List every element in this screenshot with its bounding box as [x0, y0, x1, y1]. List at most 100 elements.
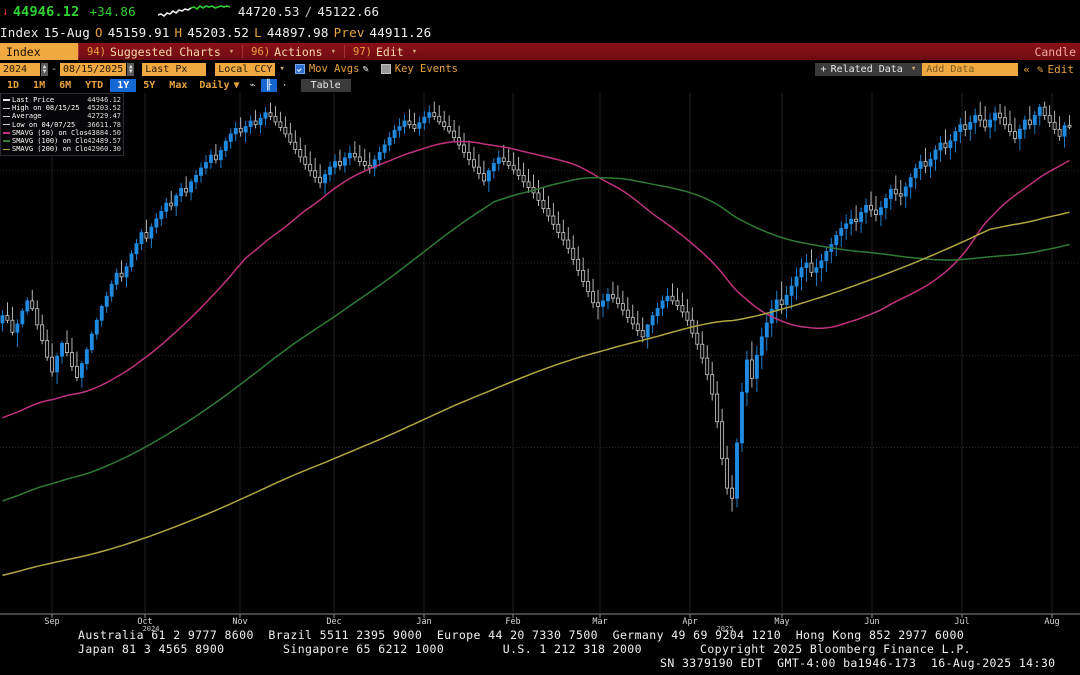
candle-body-up	[1037, 106, 1042, 116]
x-axis: Sep Oct Nov Dec Jan Feb Mar Apr May Jun Jul Aug 2024…	[0, 613, 1080, 635]
security-field[interactable]: Index	[0, 43, 78, 60]
candle-body-down	[362, 161, 367, 166]
candle-body-down	[620, 303, 625, 311]
date-from-stepper[interactable]: ▲ ▼	[41, 62, 48, 76]
candle-body-down	[5, 315, 10, 321]
pencil-icon[interactable]: ✎	[362, 63, 369, 75]
candle-body-down	[869, 204, 873, 211]
candle-body-up	[194, 175, 198, 183]
candle-body-up	[784, 294, 789, 305]
interval-select[interactable]: Daily ▼	[194, 79, 244, 92]
candle-body-down	[1012, 131, 1017, 139]
candle-body-up	[179, 187, 184, 197]
candle-body-up	[824, 251, 829, 262]
menu-item-suggested-charts[interactable]: 94) Suggested Charts ▾	[79, 43, 242, 60]
candle-body-up	[25, 300, 30, 312]
candle-body-down	[45, 340, 50, 358]
candle-body-up	[754, 354, 759, 379]
range-button-6m[interactable]: 6M	[59, 80, 72, 91]
quote-row-primary: ↓ 44946.12 +34.86 44720.53 / 45122.66	[0, 1, 1080, 22]
date-to-stepper[interactable]: ▲ ▼	[127, 62, 135, 76]
add-data-input[interactable]: Add Data	[922, 62, 1019, 76]
chevron-down-icon: ▾	[228, 46, 235, 57]
candle-body-down	[640, 329, 645, 338]
key-events-checkbox[interactable]	[380, 64, 391, 74]
candle-body-down	[437, 115, 442, 123]
candle-body-down	[367, 164, 372, 169]
currency-chevron-icon[interactable]: ▾	[279, 64, 285, 74]
price-type-select[interactable]: Last Px	[142, 62, 207, 76]
candle-body-down	[546, 208, 551, 217]
range-button-1y[interactable]: 1Y	[110, 79, 137, 92]
range-button-5y[interactable]: 5Y	[143, 80, 156, 91]
candle-body-down	[874, 209, 878, 216]
ellipsis-icon[interactable]: ·	[281, 80, 288, 91]
candle-body-down	[1052, 121, 1057, 130]
candle-body-up	[878, 207, 883, 216]
candle-body-up	[839, 228, 844, 236]
candle-body-down	[715, 393, 720, 423]
range-button-ytd[interactable]: YTD	[85, 80, 104, 91]
mov-avgs-checkbox[interactable]	[294, 64, 305, 74]
candle-body-up	[154, 218, 159, 228]
legend-value: 36611.78	[87, 120, 121, 129]
date-from-input[interactable]: 2024	[0, 62, 40, 76]
currency-select[interactable]: Local CCY	[215, 62, 276, 76]
candle-body-down	[749, 359, 754, 379]
menu-divider	[78, 45, 79, 58]
candle-body-down	[1057, 128, 1062, 137]
key-events-toggle[interactable]: Key Events	[380, 63, 458, 75]
candle-body-up	[199, 167, 203, 176]
candle-body-up	[759, 336, 764, 356]
interval-label: Daily	[199, 80, 230, 91]
candle-body-up	[392, 129, 397, 138]
candlestick-plot[interactable]	[0, 93, 1080, 613]
price-change: +34.86	[89, 4, 136, 19]
legend-value: 42960.30	[87, 145, 121, 154]
related-data-label: Related Data	[830, 63, 903, 75]
legend-row: Average 42729.47	[1, 112, 123, 120]
range-button-1m[interactable]: 1M	[33, 80, 46, 91]
range-button-1d[interactable]: 1D	[7, 80, 20, 91]
line-chart-icon[interactable]: ⌁	[249, 80, 256, 91]
legend-swatch	[3, 99, 10, 101]
candle-body-down	[630, 317, 635, 325]
bar-chart-icon[interactable]: ╟	[260, 79, 277, 92]
candle-body-up	[164, 202, 169, 212]
candle-body-down	[447, 126, 452, 132]
date-to-input[interactable]: 08/15/2025	[60, 62, 127, 76]
candle-body-up	[933, 149, 938, 160]
candle-body-up	[606, 294, 610, 302]
candle-body-up	[377, 151, 382, 161]
candle-body-up	[1022, 119, 1027, 130]
mov-avgs-toggle[interactable]: Mov Avgs ✎	[294, 63, 369, 75]
candle-body-up	[248, 120, 253, 127]
candle-body-down	[615, 297, 620, 305]
x-axis-tick-label: Jan	[416, 617, 432, 627]
candle-body-up	[0, 315, 5, 324]
toolbar-right-group: + Related Data ▾ Add Data « ✎ Edit	[814, 62, 1080, 76]
candle-body-down	[596, 302, 600, 307]
candle-body-down	[40, 324, 45, 341]
menu-item-edit[interactable]: 97) Edit ▾	[345, 43, 425, 60]
candle-body-up	[60, 342, 64, 357]
chart-area[interactable]: Last Price 44946.12 High on 08/15/25 452…	[0, 93, 1080, 613]
menu-item-actions[interactable]: 96) Actions ▾	[243, 43, 344, 60]
legend-swatch-sma100	[3, 140, 10, 142]
table-button[interactable]: Table	[300, 79, 351, 92]
range-button-max[interactable]: Max	[169, 80, 188, 91]
candle-body-down	[566, 239, 571, 249]
chevron-double-left-icon[interactable]: «	[1023, 62, 1030, 76]
candle-body-down	[288, 133, 293, 143]
edit-label[interactable]: Edit	[1047, 62, 1075, 76]
candle-body-up	[645, 324, 650, 338]
chart-type-label: Candle	[1034, 44, 1076, 59]
candle-body-up	[104, 295, 109, 307]
plus-icon: +	[820, 63, 827, 75]
related-data-button[interactable]: + Related Data ▾	[814, 62, 923, 76]
pencil-icon[interactable]: ✎	[1036, 62, 1044, 76]
menu-divider	[242, 45, 244, 58]
candle-body-up	[427, 112, 432, 118]
candle-body-down	[506, 161, 511, 166]
legend-swatch-sma50	[3, 132, 10, 134]
